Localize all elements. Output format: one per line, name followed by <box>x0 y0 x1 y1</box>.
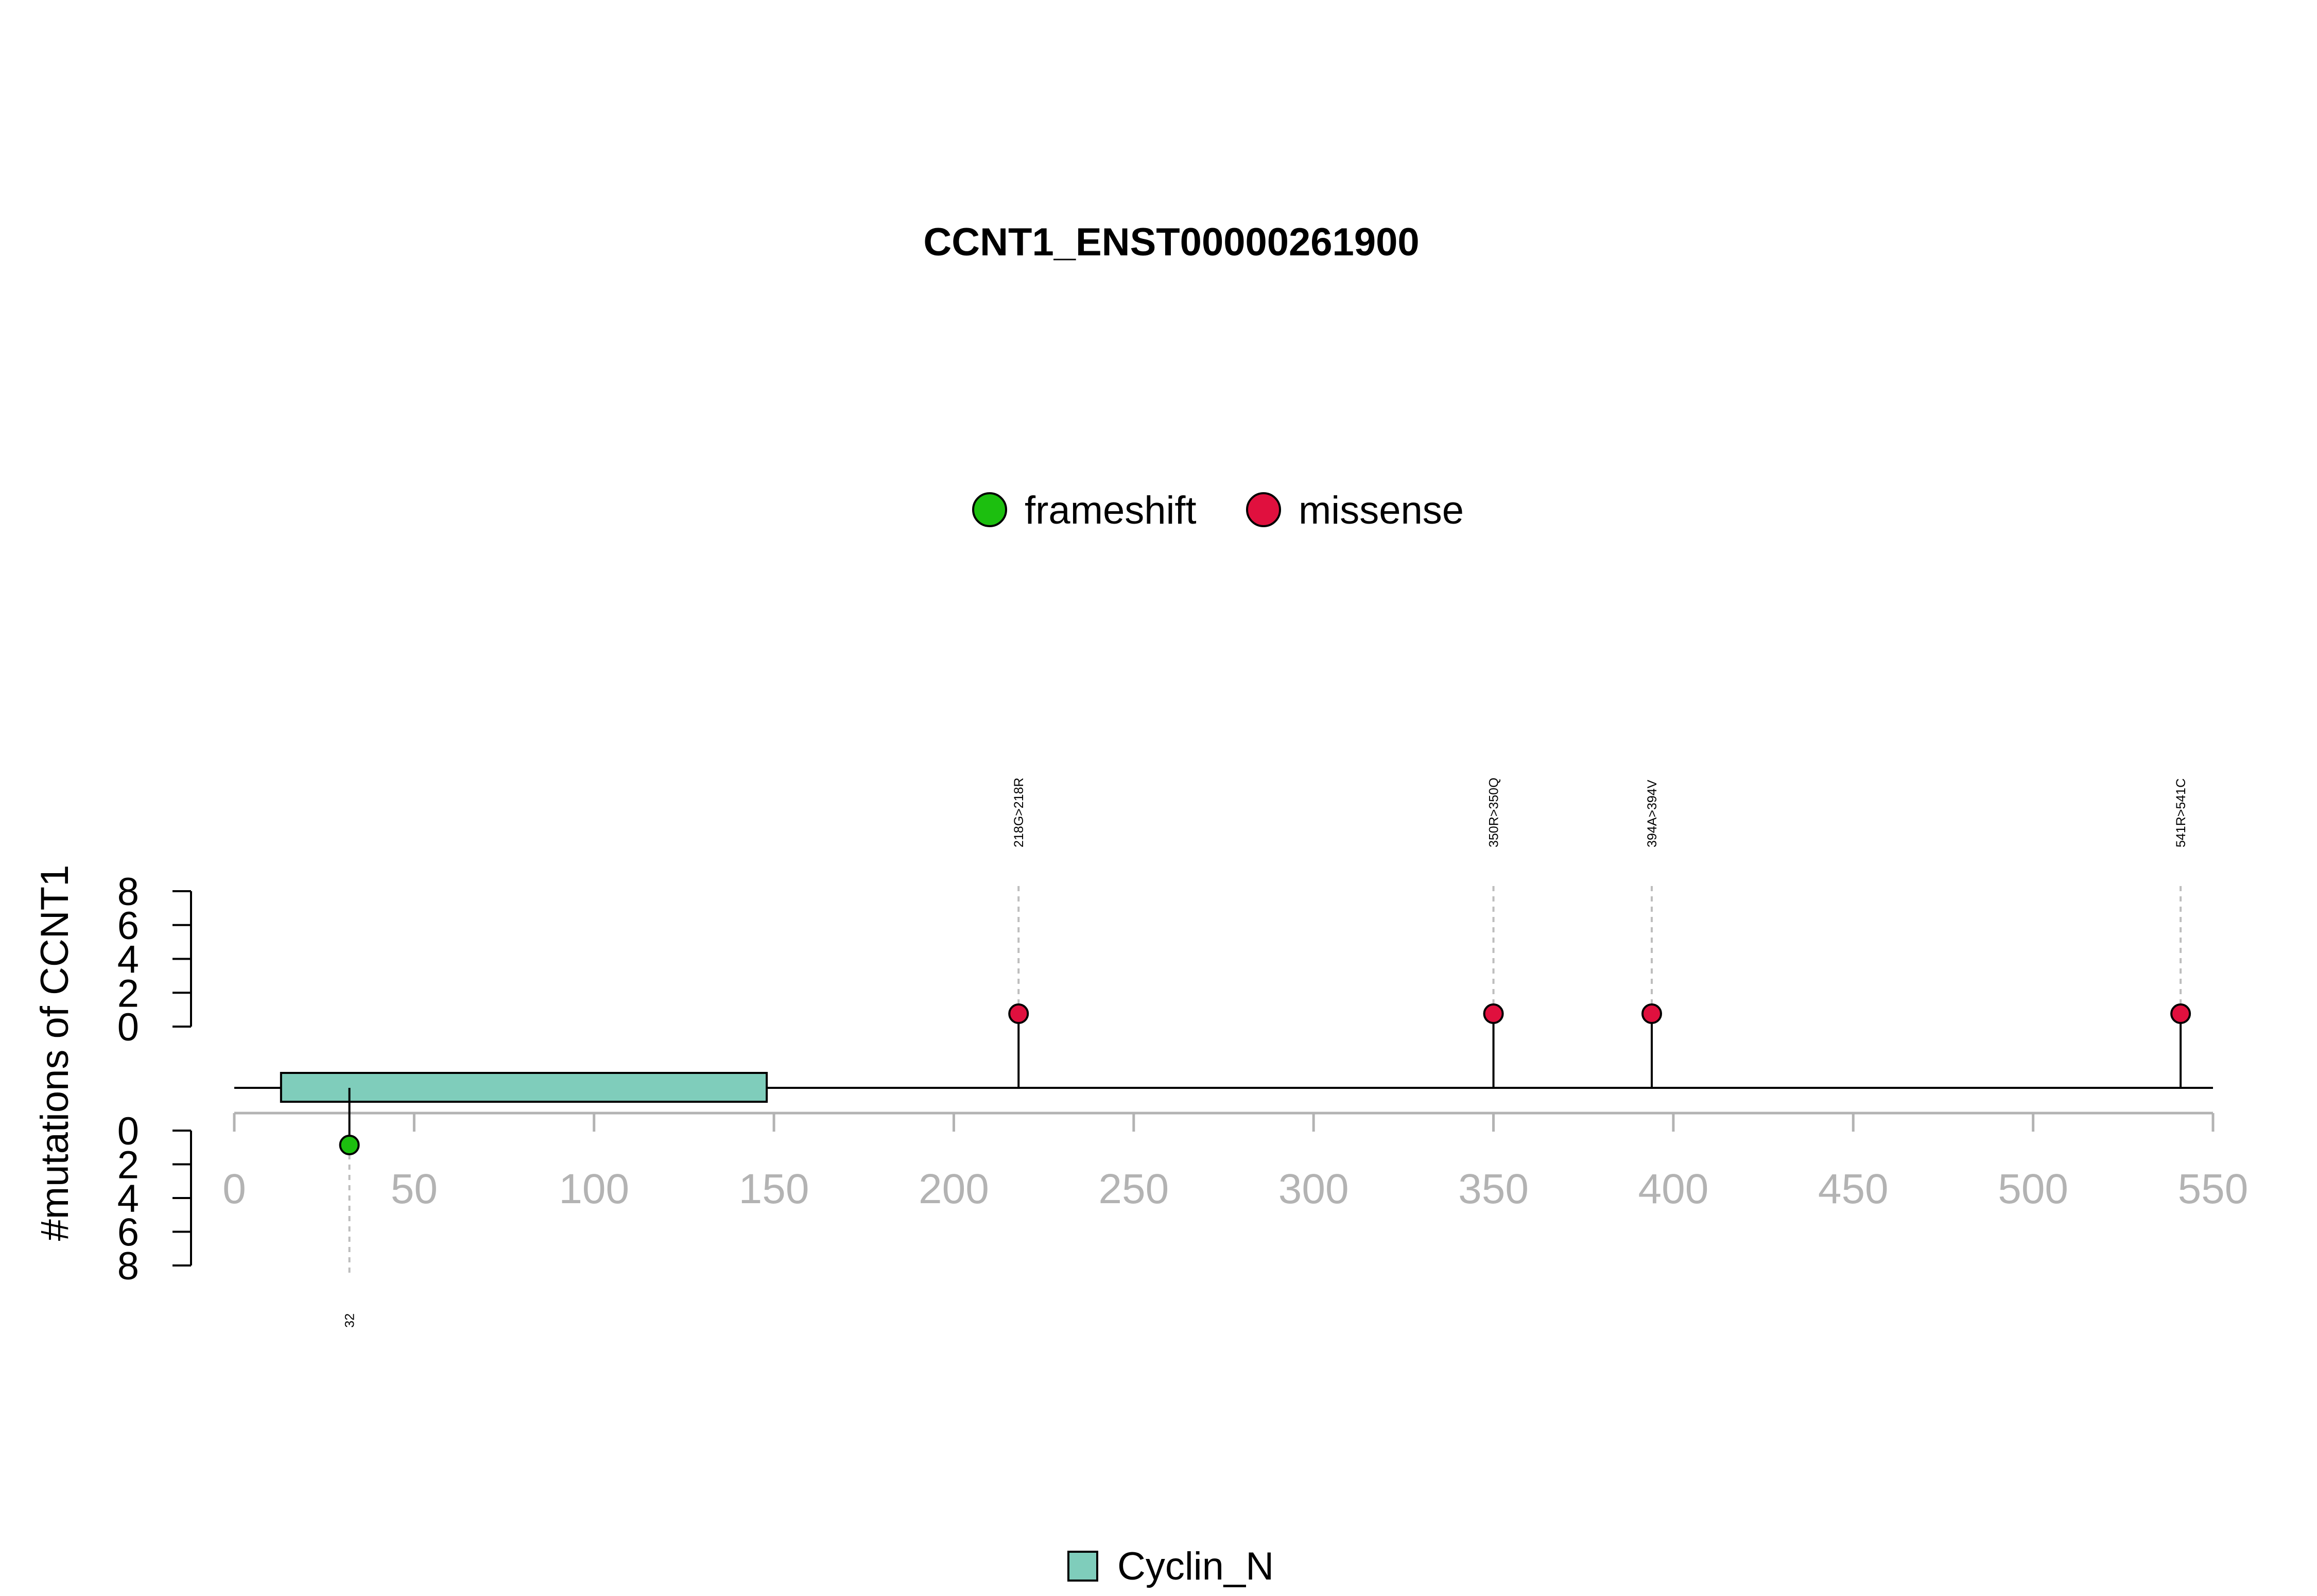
mutation-label-541: 541R>541C <box>2174 778 2188 847</box>
lollipop-head-218 <box>1008 1003 1029 1024</box>
lollipop-head-541 <box>2170 1003 2191 1024</box>
lollipop-head-32 <box>339 1135 360 1155</box>
y-tick-label-top-0: 0 <box>117 1005 139 1049</box>
mutation-label-32: 32 <box>343 1313 357 1328</box>
y-tick-label-bottom-8: 8 <box>117 1244 139 1288</box>
y-tick-label-bottom-6: 6 <box>117 1211 139 1255</box>
domain-legend-swatch-Cyclin_N <box>1067 1551 1098 1582</box>
domain-layer <box>280 1072 768 1103</box>
mutation-label-350: 350R>350Q <box>1487 777 1501 847</box>
legend-marker-frameshift <box>972 492 1007 527</box>
y-tick-label-top-6: 6 <box>117 904 139 948</box>
x-tick-label-450: 450 <box>1818 1166 1889 1212</box>
legend-label-frameshift: frameshift <box>1025 489 1197 532</box>
x-tick-label-100: 100 <box>559 1166 629 1212</box>
y-tick-label-top-2: 2 <box>117 972 139 1015</box>
x-axis: 0 50 100 150 200 250 300 350 400 450 500 550 <box>222 1112 2249 1212</box>
chart-title: CCNT1_ENST00000261900 <box>923 220 1419 264</box>
legend-label-missense: missense <box>1299 489 1464 532</box>
x-tick-label-550: 550 <box>2178 1166 2249 1212</box>
y-tick-label-bottom-0: 0 <box>117 1109 139 1153</box>
mutation-label-394: 394A>394V <box>1645 779 1659 847</box>
mutation-label-218: 218G>218R <box>1012 777 1026 847</box>
x-tick-label-150: 150 <box>739 1166 809 1212</box>
y-axis-label: #mutations of CCNT1 <box>33 865 77 1241</box>
x-tick-label-500: 500 <box>1998 1166 2068 1212</box>
x-tick-label-350: 350 <box>1458 1166 1529 1212</box>
domain-legend: Cyclin_N <box>1067 1545 1274 1588</box>
lollipop-layer: 32 218G>218R 350R>350Q 394A>394V 541R>541C <box>339 777 2191 1328</box>
lollipop-head-350 <box>1483 1003 1504 1024</box>
domain-Cyclin_N <box>280 1072 768 1103</box>
mutation-legend: frameshift missense <box>972 489 1464 532</box>
y-tick-label-top-8: 8 <box>117 870 139 914</box>
lollipop-head-394 <box>1641 1003 1662 1024</box>
y-tick-label-bottom-4: 4 <box>117 1177 139 1221</box>
x-tick-label-300: 300 <box>1278 1166 1349 1212</box>
y-tick-label-bottom-2: 2 <box>117 1143 139 1187</box>
x-tick-label-0: 0 <box>222 1166 246 1212</box>
x-tick-label-200: 200 <box>919 1166 989 1212</box>
legend-marker-missense <box>1246 492 1281 527</box>
domain-legend-label-Cyclin_N: Cyclin_N <box>1117 1545 1274 1588</box>
x-tick-label-50: 50 <box>391 1166 438 1212</box>
x-tick-label-250: 250 <box>1098 1166 1169 1212</box>
y-tick-label-top-4: 4 <box>117 938 139 982</box>
x-tick-label-400: 400 <box>1638 1166 1708 1212</box>
